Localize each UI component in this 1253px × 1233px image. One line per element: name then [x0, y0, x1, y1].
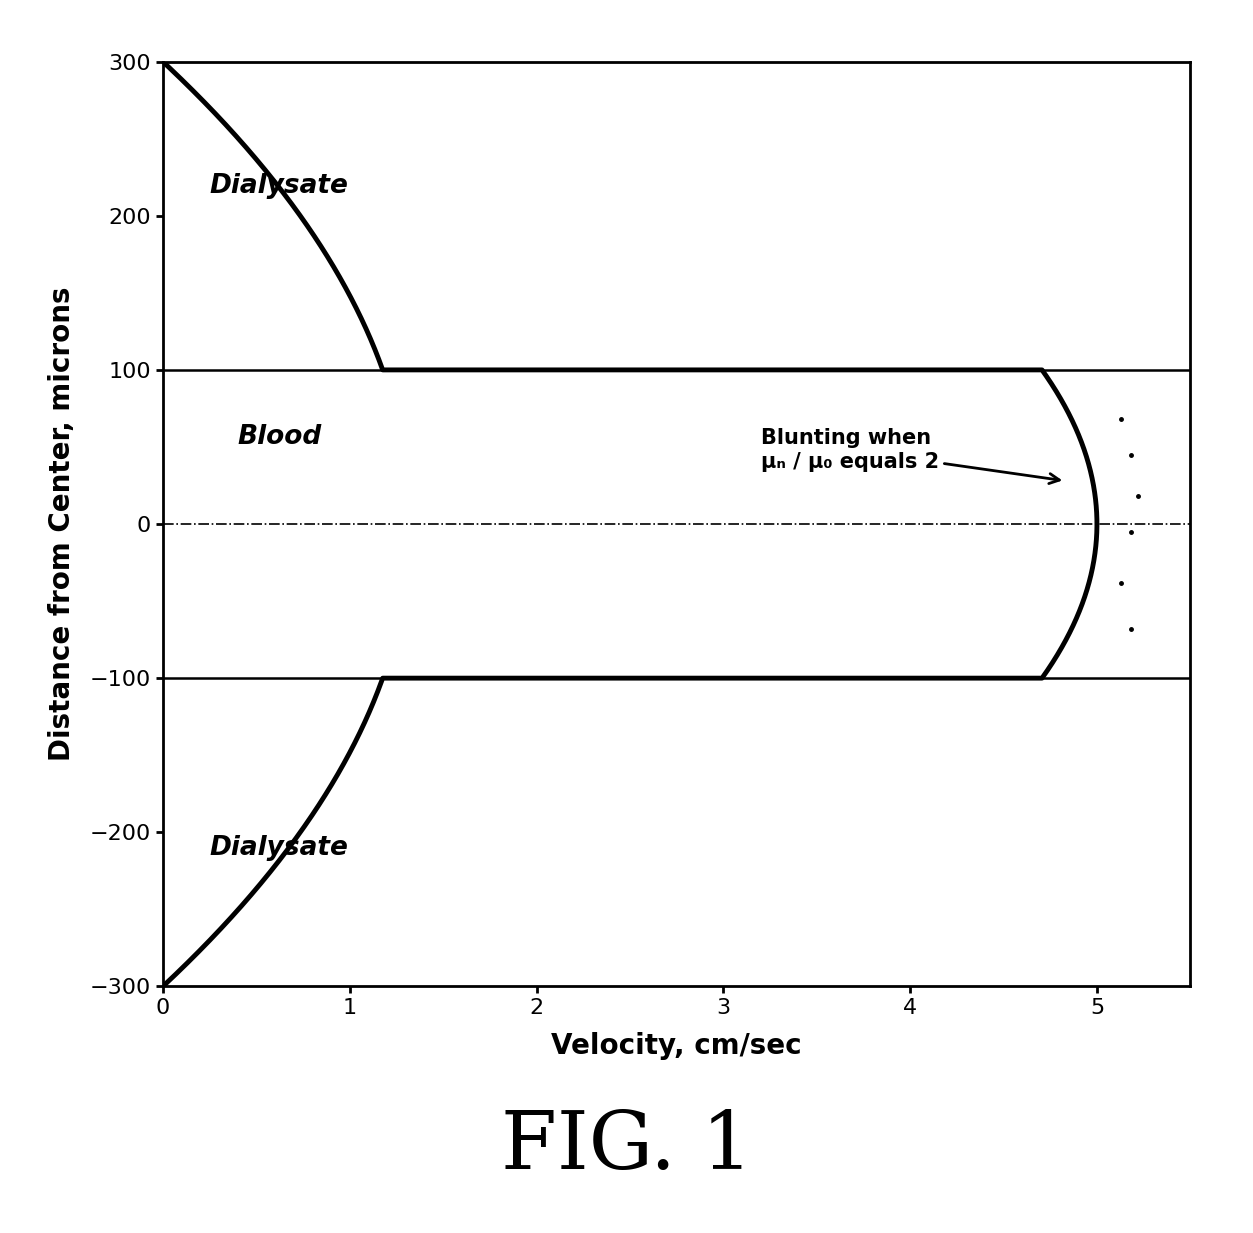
Point — [1120, 522, 1140, 541]
Text: Dialysate: Dialysate — [209, 836, 348, 862]
Point — [1111, 572, 1131, 593]
Text: Blood: Blood — [238, 424, 322, 450]
Text: FIG. 1: FIG. 1 — [500, 1107, 753, 1186]
X-axis label: Velocity, cm/sec: Velocity, cm/sec — [551, 1032, 802, 1060]
Y-axis label: Distance from Center, microns: Distance from Center, microns — [48, 287, 76, 761]
Point — [1111, 409, 1131, 429]
Point — [1128, 487, 1148, 507]
Text: Dialysate: Dialysate — [209, 173, 348, 199]
Point — [1120, 445, 1140, 465]
Point — [1120, 619, 1140, 639]
Text: Blunting when
μₙ / μ₀ equals 2: Blunting when μₙ / μ₀ equals 2 — [761, 429, 1059, 483]
